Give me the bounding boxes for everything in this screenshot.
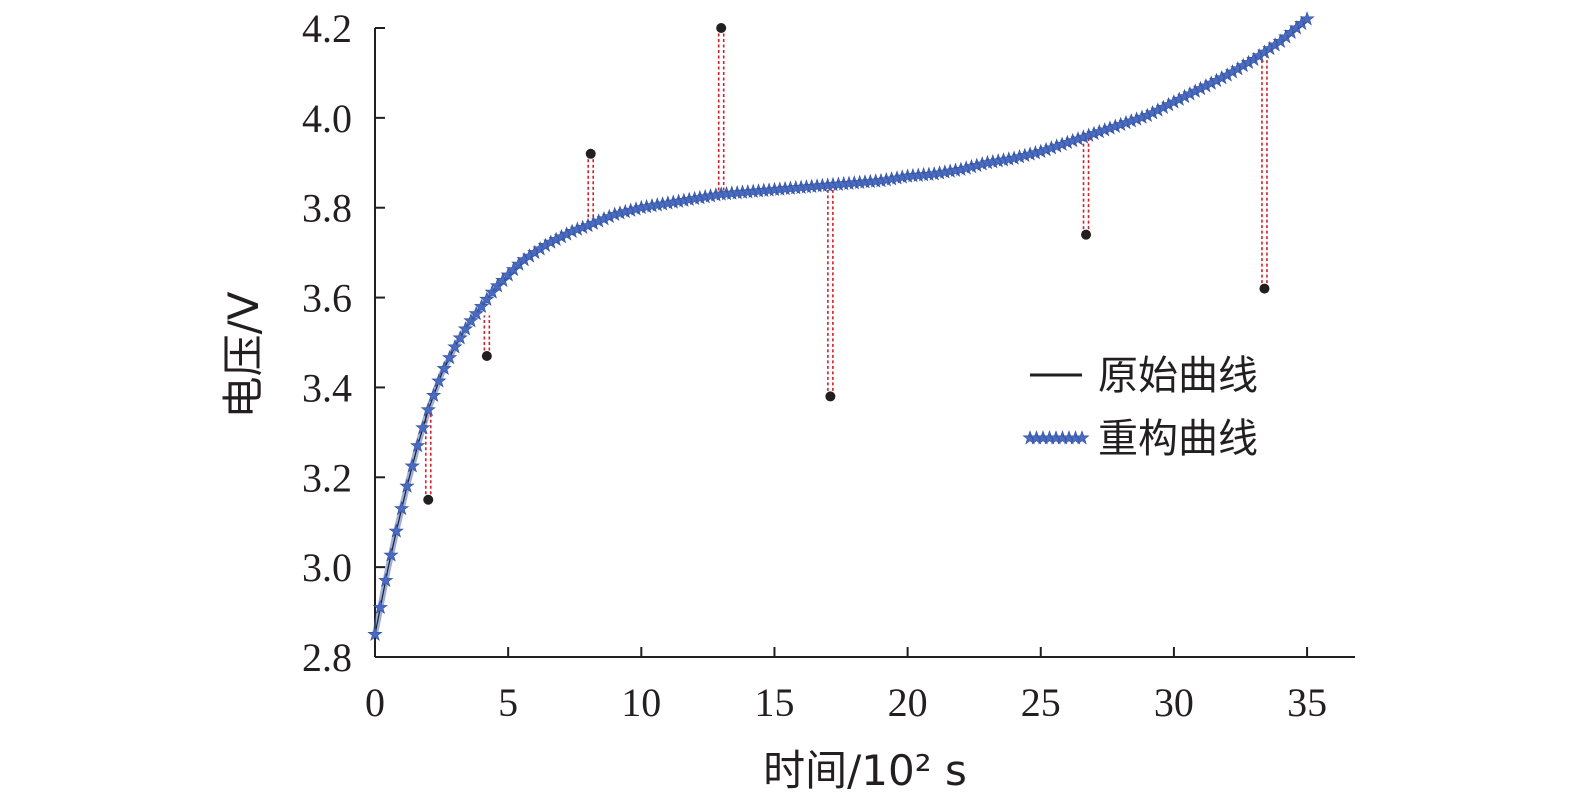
x-tick-label: 15 xyxy=(754,680,794,725)
series-lines xyxy=(372,16,1310,636)
y-tick-label: 3.6 xyxy=(302,276,352,321)
outlier-point xyxy=(1081,229,1092,240)
legend-reconstructed-markers xyxy=(1022,430,1090,445)
legend-reconstructed-label: 重构曲线 xyxy=(1098,416,1258,462)
outlier-points xyxy=(423,23,1270,505)
reconstructed-curve-line xyxy=(372,16,1310,636)
y-tick-label: 4.2 xyxy=(302,6,352,51)
x-tick-label: 10 xyxy=(621,680,661,725)
outlier-point xyxy=(481,350,492,361)
outlier-point xyxy=(825,391,836,402)
outlier-point xyxy=(1259,283,1270,294)
y-tick-label: 4.0 xyxy=(302,96,352,141)
y-tick-label: 3.4 xyxy=(302,365,352,410)
x-ticks: 0 5 10 15 20 25 30 35 xyxy=(365,647,1327,725)
legend-original-label: 原始曲线 xyxy=(1098,353,1258,399)
y-tick-label: 3.8 xyxy=(302,186,352,231)
reconstructed-curve-markers xyxy=(367,11,1315,641)
y-tick-label: 3.0 xyxy=(302,545,352,590)
axes xyxy=(374,28,1355,658)
original-curve-line xyxy=(374,18,1308,635)
x-tick-label: 25 xyxy=(1021,680,1061,725)
x-axis-title: 时间/10² s xyxy=(763,746,967,795)
outlier-point xyxy=(716,23,727,33)
outlier-connectors xyxy=(424,28,1268,500)
legend: 原始曲线 重构曲线 xyxy=(1022,353,1258,462)
x-tick-label: 30 xyxy=(1154,680,1194,725)
x-tick-label: 35 xyxy=(1287,680,1327,725)
x-tick-label: 5 xyxy=(498,680,518,725)
x-tick-label: 20 xyxy=(888,680,928,725)
y-tick-label: 2.8 xyxy=(302,635,352,680)
outlier-point xyxy=(585,148,596,159)
outlier-point xyxy=(423,494,434,505)
y-axis-title: 电压/V xyxy=(219,291,268,418)
x-tick-label: 0 xyxy=(365,680,385,725)
y-tick-label: 3.2 xyxy=(302,455,352,500)
y-ticks: 2.8 3.0 3.2 3.4 3.6 3.8 4.0 4.2 xyxy=(302,6,385,680)
